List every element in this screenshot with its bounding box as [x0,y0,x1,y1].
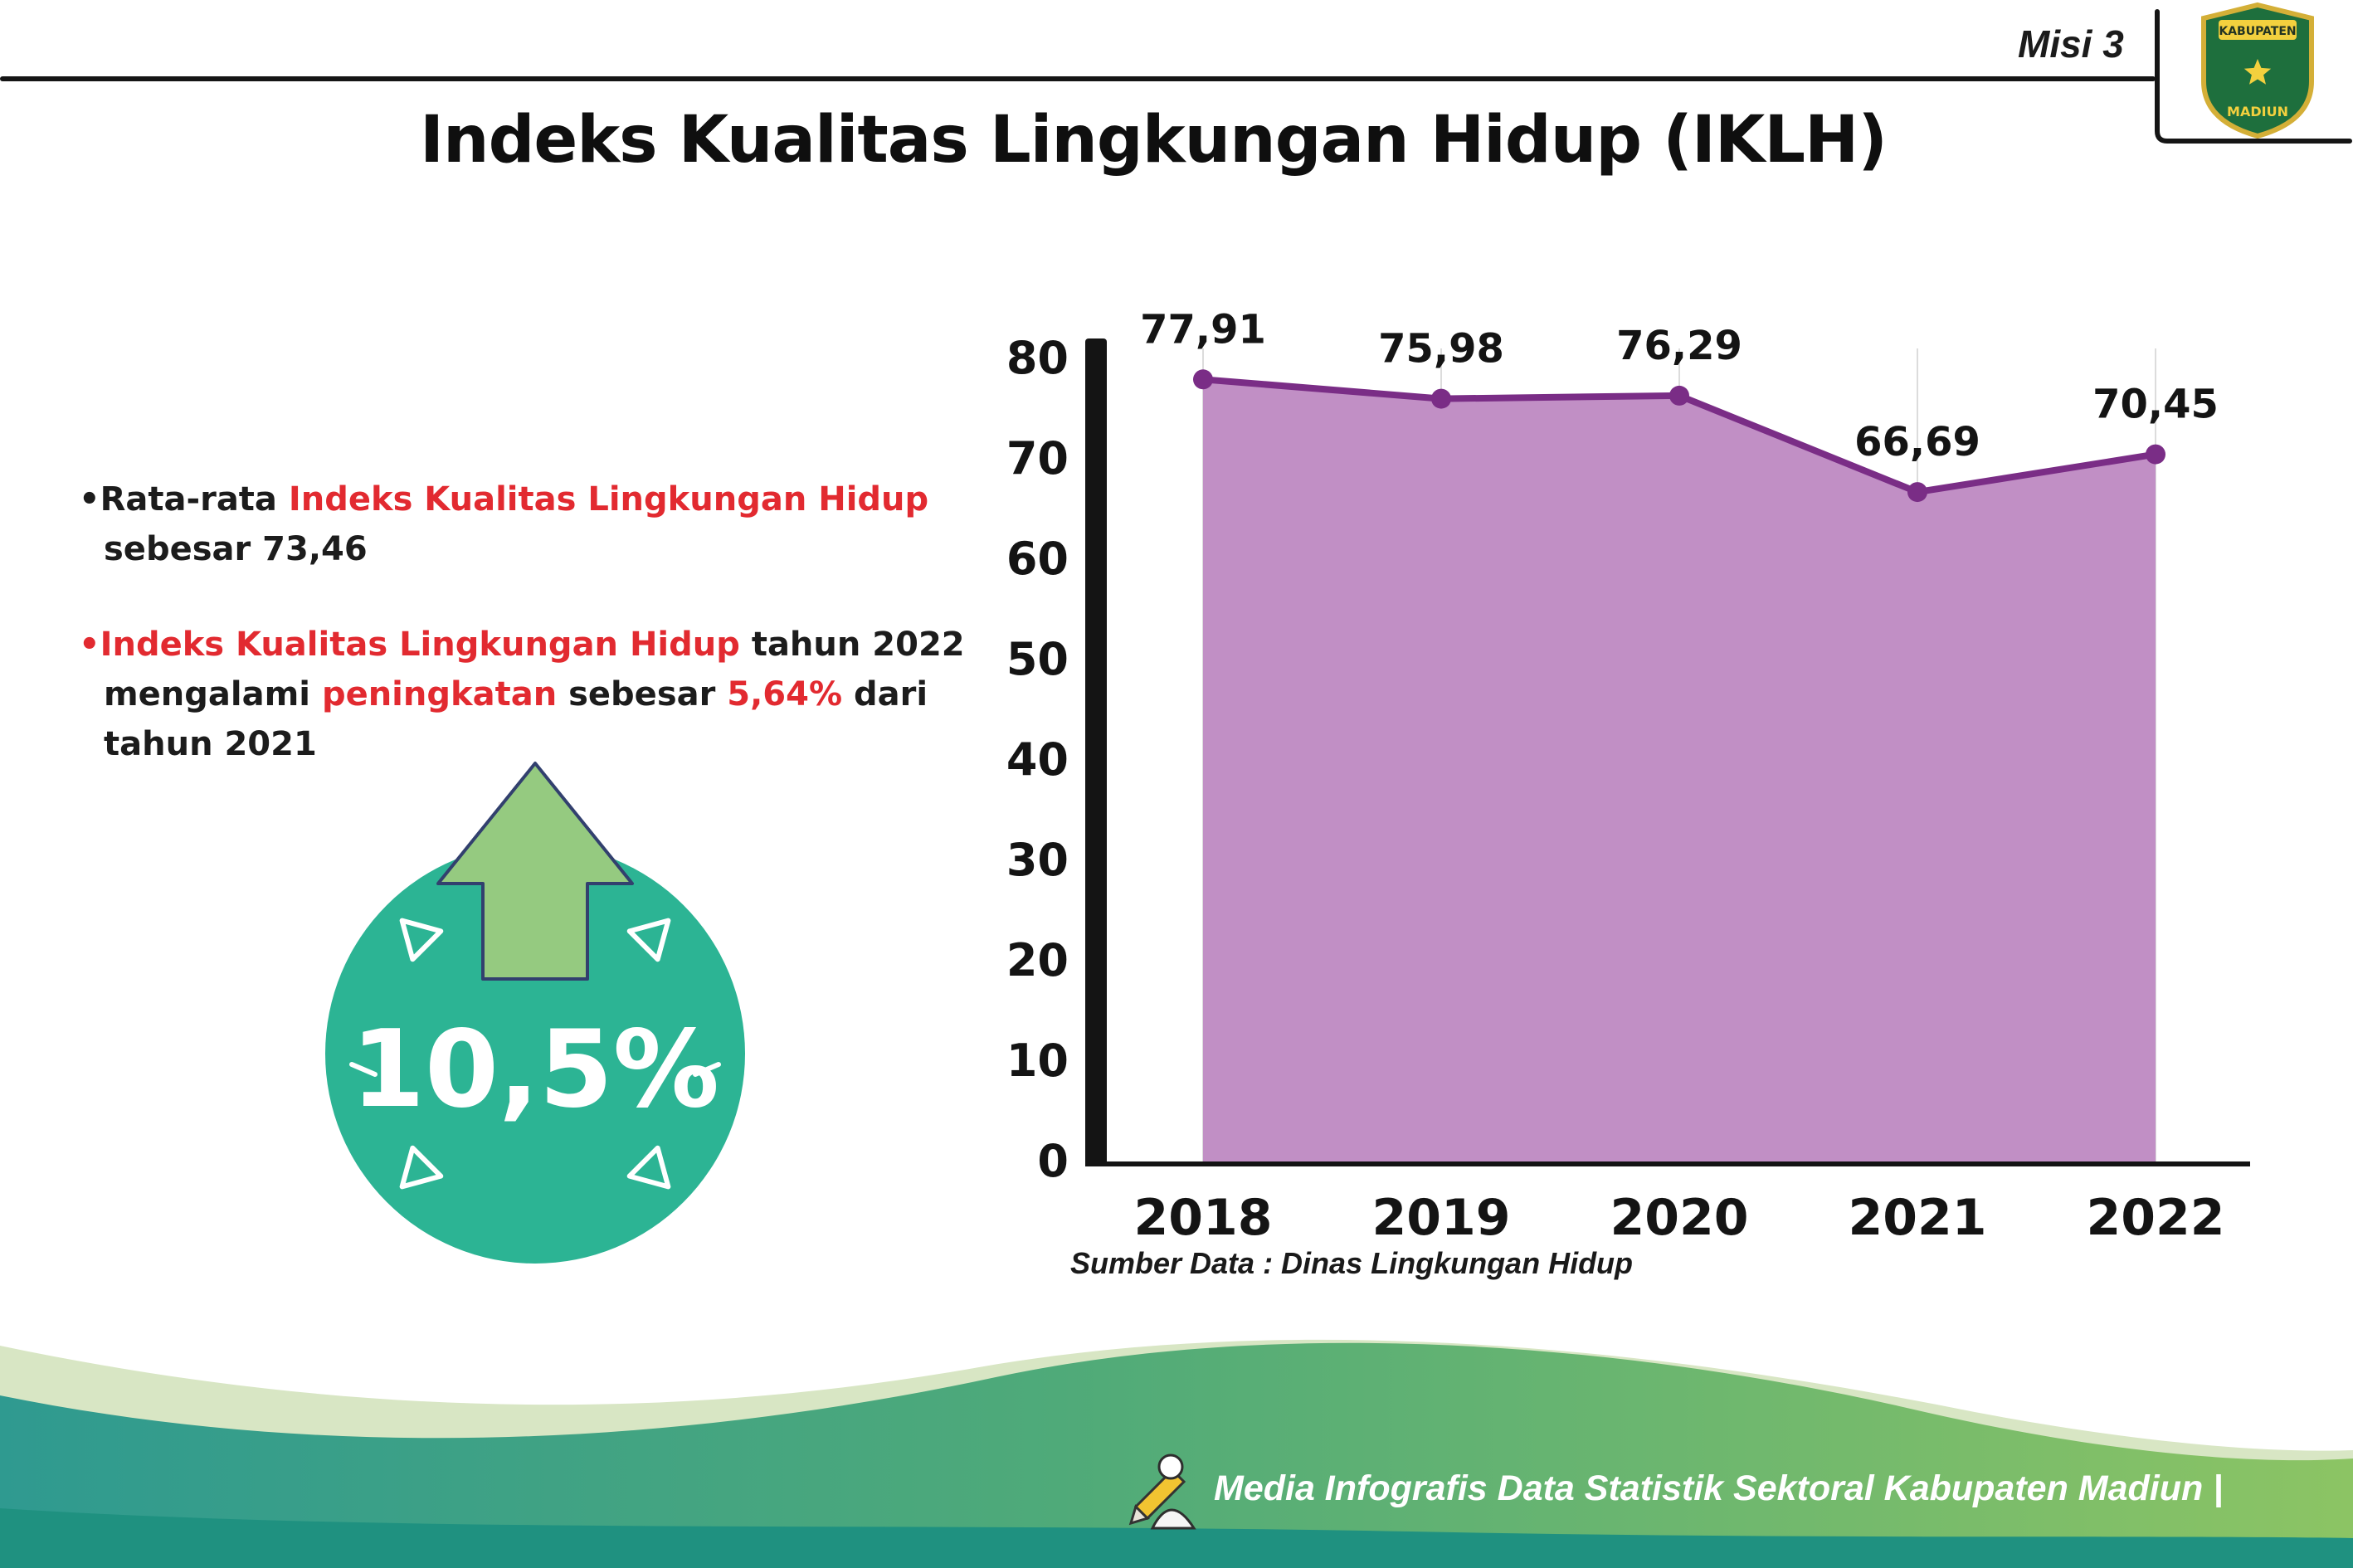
chart-value-label: 76,29 [1616,323,1742,369]
chart-xtick-label: 2020 [1610,1189,1749,1247]
page-title: Indeks Kualitas Lingkungan Hidup (IKLH) [420,103,1888,178]
bullet-item-increase: •Indeks Kualitas Lingkungan Hidup tahun … [79,620,991,769]
badge-tick-triangle [626,1145,671,1190]
increase-badge: 10,5% [325,762,745,1264]
bullet-list: •Rata-rata Indeks Kualitas Lingkungan Hi… [79,475,991,769]
chart-area [1203,379,2156,1161]
bullet-marker: • [79,480,100,519]
badge-tick-mark [693,1062,721,1077]
text-segment: sebesar [557,675,728,713]
chart-x-baseline [1085,1161,2250,1166]
badge-tick-triangle [399,918,444,962]
chart-value-label: 70,45 [2092,382,2219,428]
badge-tick-triangle [399,1145,444,1190]
logo-bottom-text: MADIUN [2227,104,2288,119]
chart-value-label: 66,69 [1854,419,1980,465]
footer-credit: Media Infografis Data Statistik Sektoral… [1124,1445,2223,1531]
text-segment: tahun 2022 mengalami [104,626,965,713]
footer-text: Media Infografis Data Statistik Sektoral… [1214,1468,2224,1508]
mascot-icon [1128,1454,1196,1530]
chart-point [1193,369,1213,390]
chart-point [1431,388,1451,409]
chart-value-label: 75,98 [1378,326,1504,373]
wave-bottom-strip [0,1508,2353,1568]
badge-value: 10,5% [351,1008,719,1132]
chart-point [1907,482,1927,503]
text-segment: dari tahun 2021 [104,675,928,763]
text-segment-highlight: peningkatan [321,675,558,713]
chart-ytick-label: 40 [1006,733,1069,786]
header-rule [0,76,2156,81]
text-segment: sebesar 73,46 [104,530,368,568]
chart-ytick-label: 20 [1006,934,1069,986]
logo-corner-line [2155,9,2352,144]
shield-icon: KABUPATEN MADIUN [2201,2,2314,139]
text-segment-highlight: Indeks Kualitas Lingkungan Hidup [288,480,929,519]
chart-value-label: 77,91 [1140,306,1266,353]
chart-ytick-label: 60 [1006,533,1069,585]
chart-xtick-label: 2022 [2087,1189,2225,1247]
misi-label: Misi 3 [2018,22,2124,66]
chart-ytick-label: 50 [1006,633,1069,685]
chart-xtick-label: 2021 [1849,1189,1987,1247]
logo-frame: KABUPATEN MADIUN [2132,0,2353,178]
logo-top-text: KABUPATEN [2219,25,2296,38]
up-arrow-icon [436,762,634,981]
chart-ytick-label: 10 [1006,1035,1069,1087]
kabupaten-madiun-logo: KABUPATEN MADIUN [2155,2,2352,144]
chart-y-axis [1085,338,1107,1165]
chart-point [1669,385,1689,406]
iklh-area-chart: 77,91 75,98 76,29 66,69 70,45 0 10 20 30 40 50 60 70… [1006,306,2250,1247]
chart-ytick-label: 0 [1037,1135,1069,1187]
bullet-item-average: •Rata-rata Indeks Kualitas Lingkungan Hi… [79,475,991,574]
chart-xtick-label: 2018 [1134,1189,1273,1247]
badge-tick-mark [349,1062,378,1077]
chart-ytick-label: 30 [1006,834,1069,886]
badge-circle [325,844,745,1264]
chart-xtick-label: 2019 [1372,1189,1511,1247]
chart-ytick-label: 70 [1006,432,1069,485]
badge-tick-triangle [626,918,671,962]
text-segment-highlight: 5,64% [727,675,843,713]
star-icon [2243,59,2272,85]
bullet-marker: • [79,626,100,664]
text-segment: Rata-rata [100,480,289,519]
chart-source: Sumber Data : Dinas Lingkungan Hidup [1070,1246,1634,1280]
chart-ytick-label: 80 [1006,332,1069,384]
text-segment-highlight: Indeks Kualitas Lingkungan Hidup [100,626,740,664]
chart-point [2146,444,2165,465]
